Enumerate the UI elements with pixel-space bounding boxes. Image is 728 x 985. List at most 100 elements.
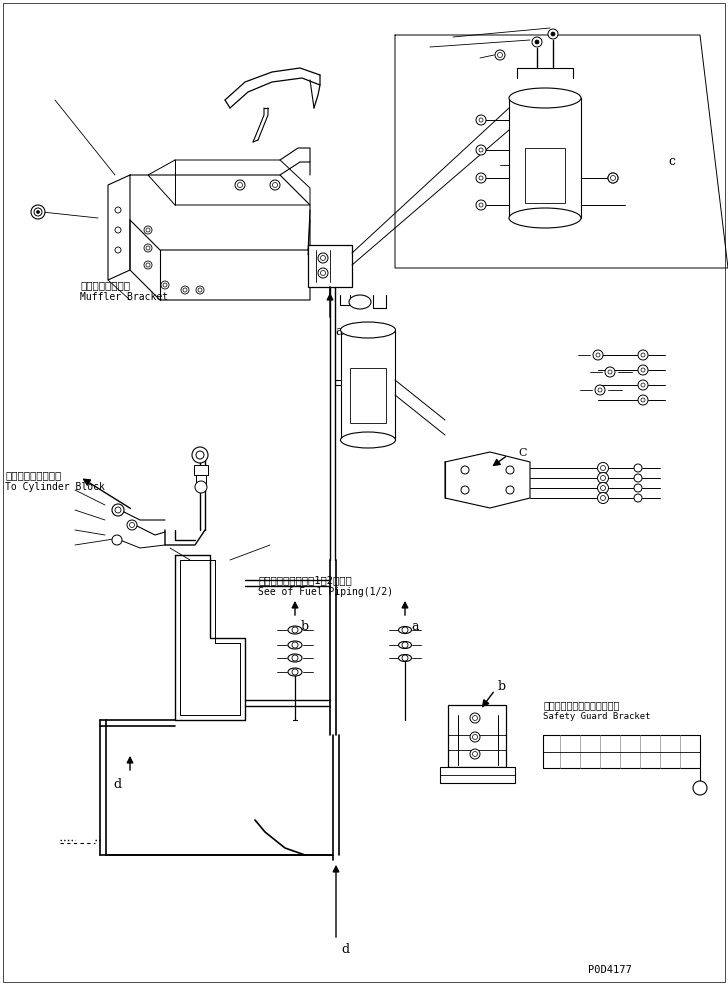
Circle shape [641, 383, 645, 387]
Text: c: c [668, 155, 675, 168]
Circle shape [115, 227, 121, 233]
Circle shape [292, 655, 298, 661]
Circle shape [638, 365, 648, 375]
Circle shape [36, 211, 39, 214]
Circle shape [608, 173, 618, 183]
Circle shape [196, 451, 204, 459]
Circle shape [115, 207, 121, 213]
Circle shape [601, 476, 606, 481]
Circle shape [598, 483, 609, 493]
Circle shape [472, 735, 478, 740]
Circle shape [470, 749, 480, 759]
Text: a: a [335, 325, 342, 338]
Circle shape [112, 504, 124, 516]
Ellipse shape [509, 208, 581, 228]
Text: C: C [518, 448, 526, 458]
Text: フェルパイピング（1／2）参照: フェルパイピング（1／2）参照 [258, 575, 352, 585]
Circle shape [598, 388, 602, 392]
Circle shape [144, 226, 152, 234]
Circle shape [479, 148, 483, 152]
Circle shape [634, 464, 642, 472]
Circle shape [551, 32, 555, 36]
Circle shape [601, 495, 606, 500]
Bar [525, 148, 565, 203]
Ellipse shape [398, 626, 411, 633]
Circle shape [608, 370, 612, 374]
Circle shape [470, 732, 480, 742]
Ellipse shape [288, 668, 302, 676]
Circle shape [127, 520, 137, 530]
Ellipse shape [341, 432, 395, 448]
Circle shape [641, 398, 645, 402]
Circle shape [292, 627, 298, 633]
Circle shape [634, 494, 642, 502]
Ellipse shape [398, 654, 411, 662]
Circle shape [601, 466, 606, 471]
Circle shape [318, 253, 328, 263]
Circle shape [461, 486, 469, 494]
Circle shape [598, 492, 609, 503]
Circle shape [472, 752, 478, 756]
Circle shape [144, 244, 152, 252]
Circle shape [605, 367, 615, 377]
Circle shape [161, 281, 169, 289]
Circle shape [163, 283, 167, 287]
Circle shape [506, 486, 514, 494]
Ellipse shape [509, 88, 581, 108]
Circle shape [470, 713, 480, 723]
Circle shape [292, 642, 298, 648]
Circle shape [634, 474, 642, 482]
Circle shape [476, 115, 486, 125]
Text: セーフティガードブラケット: セーフティガードブラケット [543, 700, 620, 710]
Circle shape [144, 261, 152, 269]
Circle shape [638, 395, 648, 405]
Text: Safety Guard Bracket: Safety Guard Bracket [543, 712, 651, 721]
Ellipse shape [349, 295, 371, 309]
Text: Muffler Bracket: Muffler Bracket [80, 292, 168, 302]
Circle shape [402, 642, 408, 648]
Circle shape [638, 350, 648, 360]
Circle shape [146, 228, 150, 232]
Circle shape [130, 522, 135, 528]
Circle shape [183, 288, 187, 292]
Circle shape [237, 182, 242, 187]
Bar [196, 475, 206, 487]
Circle shape [641, 353, 645, 357]
Circle shape [292, 669, 298, 675]
Text: a: a [411, 620, 419, 633]
Text: d: d [114, 778, 122, 791]
Circle shape [596, 353, 600, 357]
Circle shape [495, 50, 505, 60]
Text: To Cylinder Block: To Cylinder Block [5, 482, 105, 492]
Text: d: d [341, 943, 349, 956]
Circle shape [461, 466, 469, 474]
Text: シリンダブロックへ: シリンダブロックへ [5, 470, 61, 480]
Circle shape [318, 268, 328, 278]
Circle shape [535, 40, 539, 44]
Circle shape [146, 263, 150, 267]
Text: See of Fuel Piping(1/2): See of Fuel Piping(1/2) [258, 587, 393, 597]
Circle shape [402, 655, 408, 661]
Circle shape [608, 173, 618, 183]
Circle shape [195, 481, 207, 493]
Circle shape [181, 286, 189, 294]
Bar [194, 465, 208, 475]
Circle shape [532, 37, 542, 47]
Ellipse shape [288, 641, 302, 649]
Circle shape [320, 255, 325, 260]
Circle shape [272, 182, 277, 187]
Circle shape [320, 271, 325, 276]
Bar [440, 767, 515, 783]
Circle shape [479, 176, 483, 180]
Circle shape [235, 180, 245, 190]
Circle shape [192, 447, 208, 463]
Circle shape [476, 173, 486, 183]
Circle shape [31, 205, 45, 219]
Circle shape [506, 466, 514, 474]
Circle shape [634, 484, 642, 492]
Circle shape [601, 486, 606, 491]
Circle shape [402, 627, 408, 633]
Circle shape [115, 507, 121, 513]
Text: b: b [301, 620, 309, 633]
Bar [308, 245, 352, 287]
